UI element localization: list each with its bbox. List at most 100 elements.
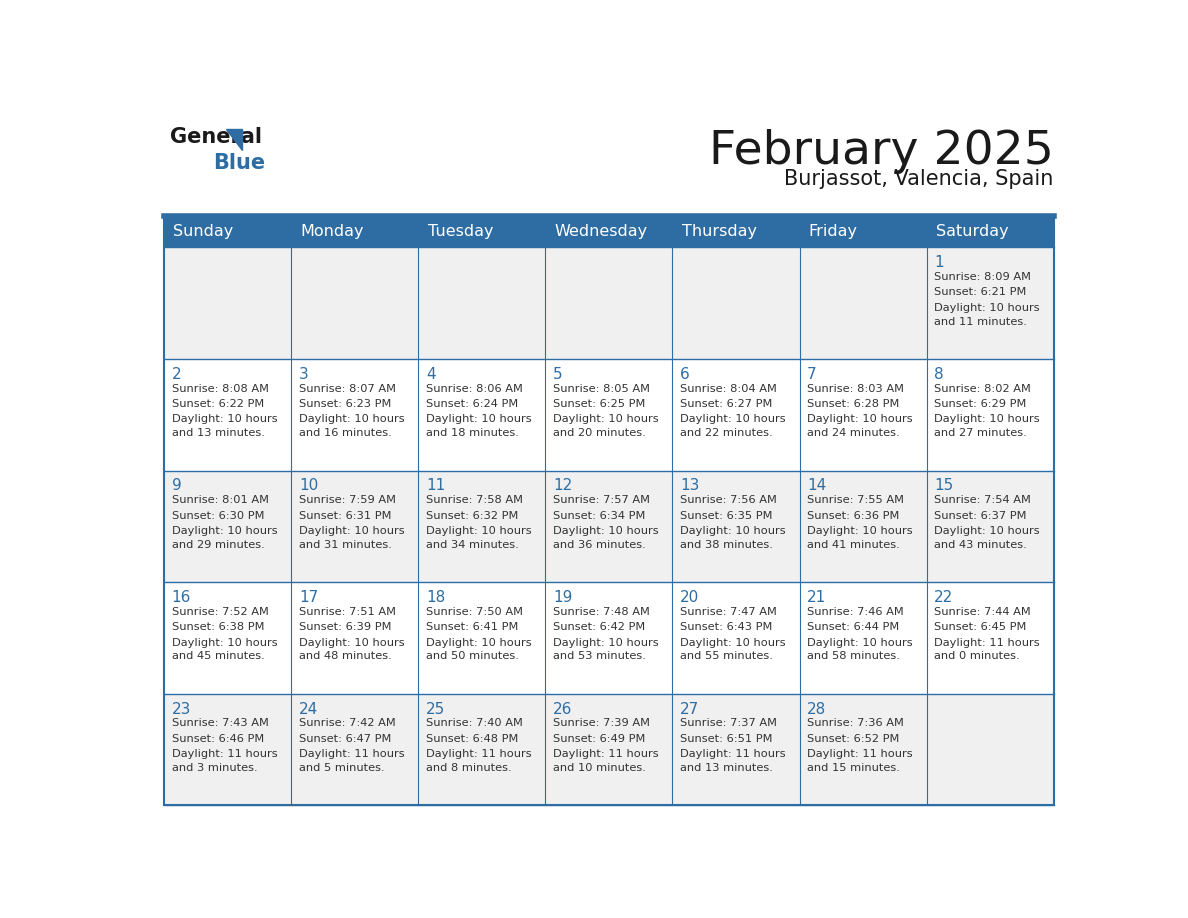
Text: Sunset: 6:36 PM: Sunset: 6:36 PM	[808, 510, 899, 521]
Text: Daylight: 10 hours: Daylight: 10 hours	[934, 526, 1040, 536]
Text: and 8 minutes.: and 8 minutes.	[426, 763, 512, 773]
Text: 20: 20	[681, 590, 700, 605]
Text: 10: 10	[299, 478, 318, 493]
Text: Sunset: 6:51 PM: Sunset: 6:51 PM	[681, 733, 772, 744]
Text: Sunset: 6:34 PM: Sunset: 6:34 PM	[554, 510, 645, 521]
Text: Sunset: 6:42 PM: Sunset: 6:42 PM	[554, 622, 645, 633]
Text: and 45 minutes.: and 45 minutes.	[172, 652, 265, 662]
Text: Daylight: 10 hours: Daylight: 10 hours	[808, 526, 912, 536]
Text: Daylight: 11 hours: Daylight: 11 hours	[681, 749, 785, 759]
Text: Sunset: 6:45 PM: Sunset: 6:45 PM	[934, 622, 1026, 633]
Text: Daylight: 10 hours: Daylight: 10 hours	[299, 638, 404, 647]
Text: Tuesday: Tuesday	[428, 224, 493, 240]
Text: and 34 minutes.: and 34 minutes.	[426, 540, 519, 550]
Text: and 22 minutes.: and 22 minutes.	[681, 428, 772, 438]
Text: Sunrise: 7:59 AM: Sunrise: 7:59 AM	[299, 495, 396, 505]
Text: 15: 15	[934, 478, 954, 493]
Text: and 48 minutes.: and 48 minutes.	[299, 652, 392, 662]
Text: Sunset: 6:48 PM: Sunset: 6:48 PM	[426, 733, 518, 744]
Text: Daylight: 11 hours: Daylight: 11 hours	[808, 749, 912, 759]
Text: Daylight: 10 hours: Daylight: 10 hours	[808, 414, 912, 424]
Text: 26: 26	[554, 701, 573, 717]
Text: 24: 24	[299, 701, 318, 717]
Bar	[164, 359, 1054, 471]
Text: Sunrise: 7:58 AM: Sunrise: 7:58 AM	[426, 495, 523, 505]
Text: Monday: Monday	[301, 224, 364, 240]
Bar	[164, 217, 1054, 805]
Text: Saturday: Saturday	[936, 224, 1009, 240]
Text: and 58 minutes.: and 58 minutes.	[808, 652, 901, 662]
Text: Sunrise: 7:56 AM: Sunrise: 7:56 AM	[681, 495, 777, 505]
Text: Sunrise: 7:37 AM: Sunrise: 7:37 AM	[681, 719, 777, 729]
Text: Daylight: 10 hours: Daylight: 10 hours	[299, 526, 404, 536]
Text: Sunrise: 7:44 AM: Sunrise: 7:44 AM	[934, 607, 1031, 617]
Text: Thursday: Thursday	[682, 224, 757, 240]
Text: Sunset: 6:31 PM: Sunset: 6:31 PM	[299, 510, 391, 521]
Text: Sunset: 6:37 PM: Sunset: 6:37 PM	[934, 510, 1026, 521]
Text: 27: 27	[681, 701, 700, 717]
Text: Sunrise: 7:43 AM: Sunrise: 7:43 AM	[172, 719, 268, 729]
Text: Daylight: 10 hours: Daylight: 10 hours	[808, 638, 912, 647]
Text: Sunrise: 7:55 AM: Sunrise: 7:55 AM	[808, 495, 904, 505]
Bar	[164, 471, 1054, 582]
Text: Daylight: 11 hours: Daylight: 11 hours	[934, 638, 1040, 647]
Text: 19: 19	[554, 590, 573, 605]
Text: Sunset: 6:32 PM: Sunset: 6:32 PM	[426, 510, 518, 521]
Text: and 18 minutes.: and 18 minutes.	[426, 428, 519, 438]
Text: Sunrise: 7:52 AM: Sunrise: 7:52 AM	[172, 607, 268, 617]
Text: Daylight: 10 hours: Daylight: 10 hours	[299, 414, 404, 424]
Text: Sunset: 6:21 PM: Sunset: 6:21 PM	[934, 287, 1026, 297]
Text: and 13 minutes.: and 13 minutes.	[172, 428, 265, 438]
Text: Sunrise: 7:36 AM: Sunrise: 7:36 AM	[808, 719, 904, 729]
Text: Sunrise: 7:57 AM: Sunrise: 7:57 AM	[554, 495, 650, 505]
Text: Sunrise: 8:04 AM: Sunrise: 8:04 AM	[681, 384, 777, 394]
Text: Sunset: 6:46 PM: Sunset: 6:46 PM	[172, 733, 264, 744]
Text: Daylight: 10 hours: Daylight: 10 hours	[554, 414, 658, 424]
Text: Burjassot, Valencia, Spain: Burjassot, Valencia, Spain	[784, 170, 1054, 189]
Text: Sunset: 6:39 PM: Sunset: 6:39 PM	[299, 622, 391, 633]
Text: 23: 23	[172, 701, 191, 717]
Text: and 13 minutes.: and 13 minutes.	[681, 763, 773, 773]
Text: Sunrise: 8:05 AM: Sunrise: 8:05 AM	[554, 384, 650, 394]
Text: 4: 4	[426, 366, 436, 382]
Text: 17: 17	[299, 590, 318, 605]
Text: 22: 22	[934, 590, 954, 605]
Text: Sunset: 6:25 PM: Sunset: 6:25 PM	[554, 399, 645, 409]
Text: Sunset: 6:30 PM: Sunset: 6:30 PM	[172, 510, 264, 521]
Text: Sunset: 6:49 PM: Sunset: 6:49 PM	[554, 733, 645, 744]
Bar	[164, 217, 1054, 247]
Text: Sunrise: 7:54 AM: Sunrise: 7:54 AM	[934, 495, 1031, 505]
Text: Daylight: 10 hours: Daylight: 10 hours	[426, 414, 531, 424]
Text: Sunset: 6:47 PM: Sunset: 6:47 PM	[299, 733, 391, 744]
Text: Daylight: 10 hours: Daylight: 10 hours	[554, 638, 658, 647]
Text: Sunrise: 7:39 AM: Sunrise: 7:39 AM	[554, 719, 650, 729]
Text: Sunrise: 7:50 AM: Sunrise: 7:50 AM	[426, 607, 523, 617]
Text: Sunset: 6:41 PM: Sunset: 6:41 PM	[426, 622, 518, 633]
Text: Sunday: Sunday	[173, 224, 234, 240]
Text: 12: 12	[554, 478, 573, 493]
Text: and 36 minutes.: and 36 minutes.	[554, 540, 646, 550]
Text: Sunrise: 7:47 AM: Sunrise: 7:47 AM	[681, 607, 777, 617]
Text: Sunset: 6:38 PM: Sunset: 6:38 PM	[172, 622, 264, 633]
Text: Daylight: 10 hours: Daylight: 10 hours	[681, 414, 785, 424]
Text: Daylight: 11 hours: Daylight: 11 hours	[172, 749, 277, 759]
Bar	[164, 247, 1054, 359]
Text: Sunset: 6:23 PM: Sunset: 6:23 PM	[299, 399, 391, 409]
Text: Sunset: 6:28 PM: Sunset: 6:28 PM	[808, 399, 899, 409]
Text: Sunset: 6:35 PM: Sunset: 6:35 PM	[681, 510, 772, 521]
Text: Sunset: 6:52 PM: Sunset: 6:52 PM	[808, 733, 899, 744]
Text: Daylight: 11 hours: Daylight: 11 hours	[554, 749, 658, 759]
Text: and 5 minutes.: and 5 minutes.	[299, 763, 385, 773]
Text: and 16 minutes.: and 16 minutes.	[299, 428, 392, 438]
Text: Sunset: 6:44 PM: Sunset: 6:44 PM	[808, 622, 899, 633]
Text: Sunrise: 7:40 AM: Sunrise: 7:40 AM	[426, 719, 523, 729]
Text: and 20 minutes.: and 20 minutes.	[554, 428, 646, 438]
Text: 5: 5	[554, 366, 563, 382]
Text: Sunset: 6:29 PM: Sunset: 6:29 PM	[934, 399, 1026, 409]
Text: 11: 11	[426, 478, 446, 493]
Text: February 2025: February 2025	[709, 129, 1054, 174]
Bar	[164, 694, 1054, 805]
Text: Sunset: 6:43 PM: Sunset: 6:43 PM	[681, 622, 772, 633]
Text: Sunrise: 8:03 AM: Sunrise: 8:03 AM	[808, 384, 904, 394]
Text: and 15 minutes.: and 15 minutes.	[808, 763, 901, 773]
